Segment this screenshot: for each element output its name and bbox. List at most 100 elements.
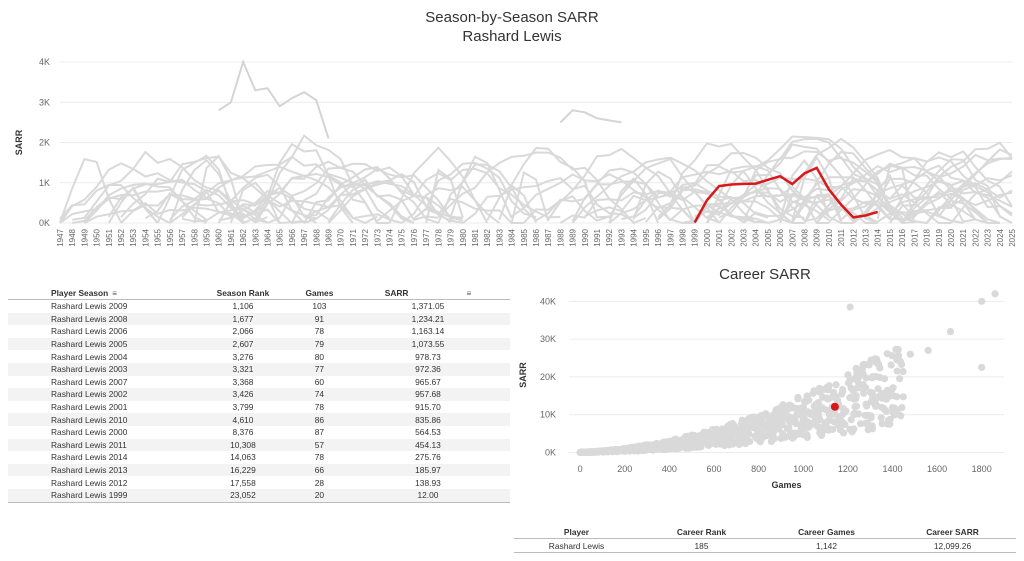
header-sarr[interactable]: SARR ≡ — [345, 287, 510, 300]
background-point — [779, 429, 787, 438]
background-point — [605, 446, 613, 454]
header-games[interactable]: Games — [292, 287, 346, 300]
background-series-line — [254, 142, 354, 224]
x-tick-label: 2004 — [752, 228, 761, 246]
background-point — [851, 403, 859, 411]
background-point — [708, 425, 716, 434]
background-point — [825, 416, 833, 425]
table-row[interactable]: Rashard Lewis 2013 16,229 66 185.97 — [8, 463, 510, 477]
background-point — [880, 375, 889, 383]
table-row[interactable]: Rashard Lewis 2000 8,376 87 564.53 — [8, 426, 510, 439]
x-tick-label: 1990 — [581, 228, 590, 246]
background-point — [787, 404, 795, 412]
x-tick-label: 1987 — [544, 228, 553, 246]
background-series-line — [815, 188, 903, 224]
cell-games: 91 — [292, 312, 346, 326]
background-point — [865, 361, 873, 369]
background-series-line — [59, 158, 122, 223]
table-row[interactable]: Rashard Lewis 2014 14,063 78 275.76 — [8, 451, 510, 464]
table-row[interactable]: Rashard Lewis 185 1,142 12,099.26 — [514, 538, 1016, 553]
background-point — [702, 435, 711, 443]
table-row[interactable]: Rashard Lewis 1999 23,052 20 12.00 — [8, 488, 510, 503]
header-career-sarr[interactable]: Career SARR — [889, 525, 1016, 539]
background-series-line — [425, 168, 464, 224]
sort-icon[interactable]: ≡ — [112, 289, 117, 298]
cell-sarr: 1,371.05 — [411, 301, 445, 312]
background-series-line — [83, 201, 305, 225]
background-point — [770, 434, 779, 443]
cell-career-sarr: 12,099.26 — [889, 538, 1016, 553]
header-career-games[interactable]: Career Games — [764, 525, 889, 539]
table-row[interactable]: Rashard Lewis 2005 2,607 79 1,073.55 — [8, 337, 510, 351]
x-tick-label: 1993 — [617, 228, 626, 246]
background-series-line — [718, 150, 915, 225]
background-point — [899, 368, 907, 376]
header-season-rank[interactable]: Season Rank — [193, 287, 293, 300]
background-point — [794, 393, 802, 402]
cell-player-season: Rashard Lewis 2005 — [8, 337, 193, 351]
table-row[interactable]: Rashard Lewis 2003 3,321 77 972.36 — [8, 362, 510, 376]
background-series-line — [864, 179, 1013, 218]
background-point — [803, 433, 811, 442]
table-row[interactable]: Rashard Lewis 2012 17,558 28 138.93 — [8, 476, 510, 489]
background-point — [856, 420, 865, 428]
x-tick-label: 2006 — [776, 228, 785, 246]
x-tick-label: 1970 — [337, 228, 346, 246]
header-player-season[interactable]: Player Season ≡ — [8, 287, 193, 300]
background-series-line — [304, 167, 463, 220]
x-tick-label: 2011 — [837, 228, 846, 246]
table-row[interactable]: Rashard Lewis 2006 2,066 78 1,163.14 — [8, 325, 510, 338]
background-point — [978, 363, 986, 372]
header-career-rank[interactable]: Career Rank — [639, 525, 764, 539]
table-row[interactable]: Rashard Lewis 2011 10,308 57 454.13 — [8, 438, 510, 452]
cell-season-rank: 8,376 — [232, 427, 254, 438]
header-player[interactable]: Player — [514, 525, 639, 539]
x-tick-label: 1961 — [227, 228, 236, 246]
background-series-line — [230, 191, 330, 221]
background-series-line — [584, 190, 769, 224]
table-row[interactable]: Rashard Lewis 2009 1,106 103 1,371.05 — [8, 300, 510, 313]
x-tick-label: 1976 — [410, 228, 419, 246]
sort-icon[interactable]: ≡ — [466, 289, 472, 298]
cell-sarr: 1,234.21 — [345, 312, 510, 326]
background-point — [754, 430, 763, 438]
cell-games: 66 — [292, 463, 346, 477]
background-point — [852, 364, 860, 373]
x-tick-label: 1986 — [532, 228, 541, 246]
x-tick-label: 2008 — [801, 228, 810, 246]
background-point — [816, 427, 825, 435]
x-tick-label: 1975 — [398, 228, 407, 246]
background-series-line — [803, 148, 988, 224]
table-row[interactable]: Rashard Lewis 2001 3,799 78 915.70 — [8, 401, 510, 414]
x-tick-label: 2024 — [996, 228, 1005, 246]
table-row[interactable]: Rashard Lewis 2002 3,426 74 957.68 — [8, 388, 510, 401]
x-tick-label: 1950 — [93, 228, 102, 246]
background-point — [783, 424, 791, 432]
background-point — [849, 387, 858, 396]
background-point — [867, 414, 875, 422]
y-axis-label: SARR — [14, 129, 24, 155]
table-row[interactable]: Rashard Lewis 2008 1,677 91 1,234.21 — [8, 312, 510, 326]
career-scatter-chart[interactable]: 0K 10K 20K 30K 40K 0 200 400 600 800 1000 1200 1400 1… — [514, 285, 1024, 495]
background-point — [742, 420, 750, 428]
cell-season-rank: 1,106 — [232, 301, 254, 312]
x-tick-label: 1982 — [483, 228, 492, 246]
cell-player-season: Rashard Lewis 2001 — [51, 402, 128, 413]
x-tick-label: 0 — [578, 464, 583, 474]
background-point — [839, 405, 847, 413]
cell-career-rank: 185 — [639, 538, 764, 553]
table-row[interactable]: Rashard Lewis 2010 4,610 86 835.86 — [8, 413, 510, 426]
x-tick-label: 1953 — [129, 228, 138, 246]
background-point — [846, 394, 854, 402]
background-point — [641, 444, 649, 452]
background-point — [756, 413, 764, 421]
table-row[interactable]: Rashard Lewis 2007 3,368 60 965.67 — [8, 376, 510, 389]
x-tick-label: 2010 — [825, 228, 834, 246]
season-table: Player Season ≡ Season Rank Games SARR ≡ R… — [8, 287, 510, 503]
background-point — [888, 403, 897, 412]
background-series-line — [254, 134, 379, 224]
table-row[interactable]: Rashard Lewis 2004 3,276 80 978.73 — [8, 350, 510, 363]
background-point — [838, 385, 847, 394]
background-point — [853, 377, 862, 385]
